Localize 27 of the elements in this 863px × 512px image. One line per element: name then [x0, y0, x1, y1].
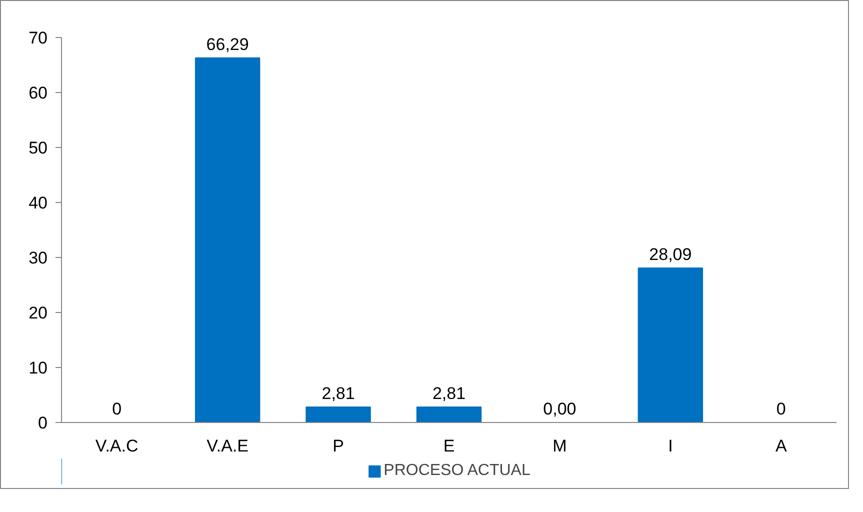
x-tick-label: V.A.E [206, 436, 249, 456]
x-tick-label: P [332, 436, 344, 456]
x-tick-label: I [668, 436, 673, 456]
x-tick-label: E [443, 436, 455, 456]
y-tick-label: 50 [28, 138, 48, 158]
y-tick-label: 40 [28, 194, 48, 212]
legend-label: PROCESO ACTUAL [384, 462, 530, 480]
x-tick-label: M [552, 436, 567, 456]
data-label: 2,81 [432, 384, 466, 404]
y-tick-label: 10 [28, 358, 48, 378]
data-label: 0 [112, 400, 122, 418]
y-tick-label: 30 [28, 248, 48, 268]
bar [638, 268, 704, 422]
bar [194, 57, 260, 422]
y-tick-label: 0 [38, 414, 48, 432]
x-tick-label: A [775, 436, 788, 456]
x-tick-label: V.A.C [95, 436, 138, 456]
data-label: 28,09 [649, 245, 692, 264]
y-tick-label: 20 [28, 304, 48, 322]
data-label: 66,29 [206, 34, 249, 54]
bar [306, 406, 371, 422]
data-label: 2,81 [322, 384, 355, 404]
data-label: 0 [776, 400, 786, 418]
data-label: 0,00 [543, 400, 576, 418]
bar [416, 406, 482, 422]
y-tick-label: 70 [28, 28, 48, 48]
y-tick-label: 60 [28, 84, 48, 102]
